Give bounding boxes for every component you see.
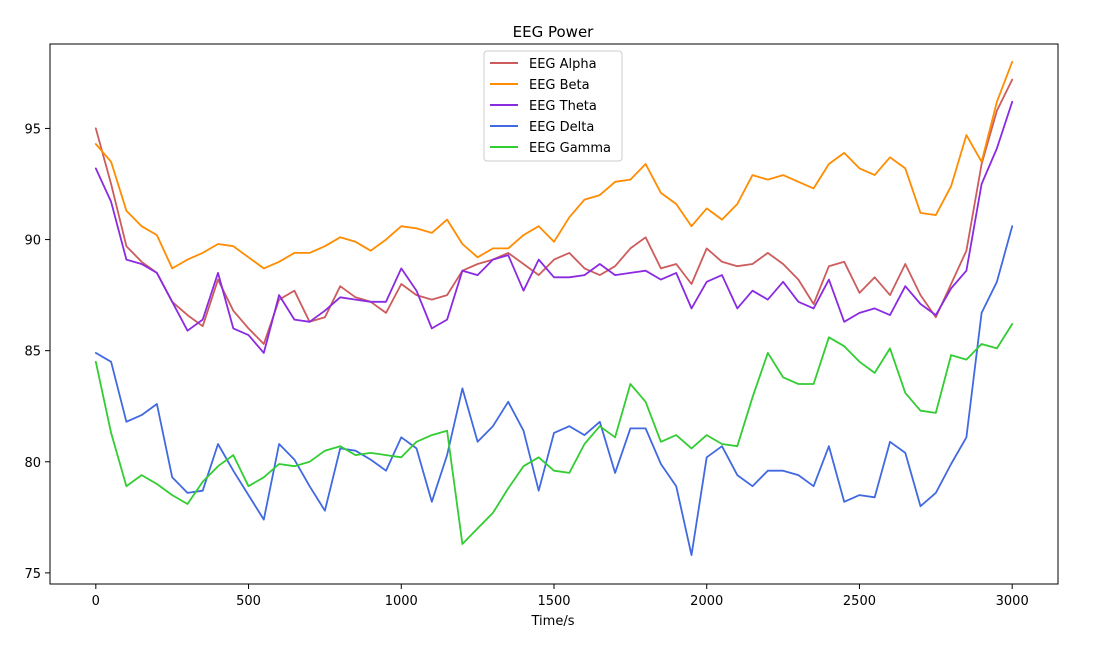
y-tick-label: 85	[24, 345, 41, 360]
x-tick-label: 0	[92, 594, 100, 609]
x-tick-label: 500	[236, 594, 261, 609]
series-line-eeg-beta	[94, 60, 1014, 270]
series-line-eeg-gamma	[94, 323, 1014, 545]
legend-label: EEG Theta	[529, 99, 597, 114]
x-tick-label: 2000	[690, 594, 723, 609]
y-axis-ticks: 75 80 85 90 95	[24, 122, 50, 582]
legend-label: EEG Delta	[529, 120, 594, 135]
x-axis-ticks: 0 500 1000 1500 2000 2500 3000	[92, 584, 1029, 609]
y-tick-label: 95	[24, 122, 41, 137]
x-tick-label: 3000	[996, 594, 1029, 609]
plot-lines	[94, 60, 1014, 556]
x-tick-label: 1500	[537, 594, 570, 609]
series-line-eeg-delta	[94, 225, 1014, 556]
x-axis-label: Time/s	[531, 614, 575, 629]
y-tick-label: 90	[24, 234, 41, 249]
chart-title: EEG Power	[513, 23, 595, 41]
legend-label: EEG Alpha	[529, 57, 597, 72]
y-tick-label: 80	[24, 456, 41, 471]
legend-label: EEG Beta	[529, 78, 590, 93]
series-line-eeg-alpha	[94, 78, 1014, 345]
x-tick-label: 2500	[843, 594, 876, 609]
y-tick-label: 75	[24, 567, 41, 582]
legend: EEG Alpha EEG Beta EEG Theta EEG Delta EEG G…	[483, 50, 623, 162]
legend-label: EEG Gamma	[529, 141, 611, 156]
series-line-eeg-theta	[94, 100, 1014, 354]
legend-box	[483, 50, 623, 162]
x-tick-label: 1000	[385, 594, 418, 609]
